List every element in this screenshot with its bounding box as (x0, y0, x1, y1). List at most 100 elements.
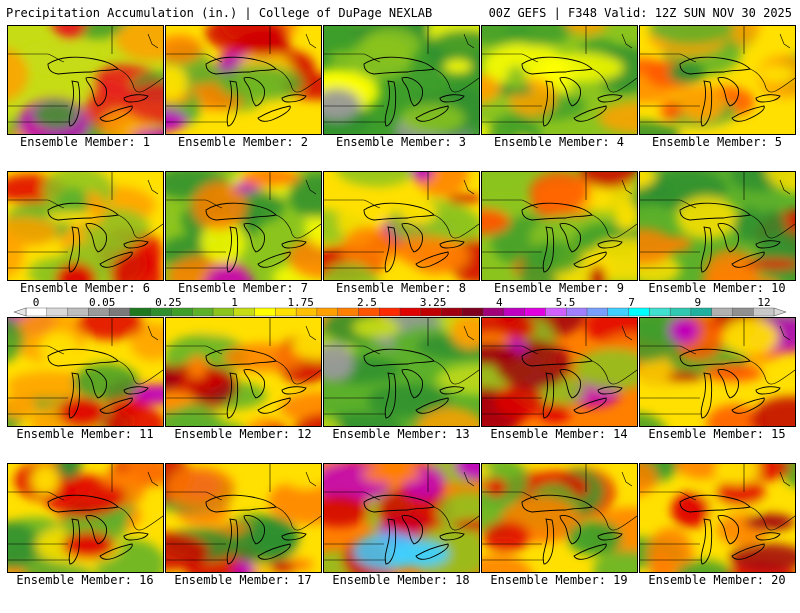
legend-swatch (358, 308, 379, 316)
ensemble-member-label: Ensemble Member: 6 (7, 281, 163, 295)
map-graphic (482, 464, 637, 572)
map-graphic (8, 172, 163, 280)
map-graphic (8, 318, 163, 426)
ensemble-panel: Ensemble Member: 20 (639, 463, 795, 613)
ensemble-member-label: Ensemble Member: 11 (7, 427, 163, 441)
legend-swatch (566, 308, 587, 316)
legend-swatch (712, 308, 733, 316)
ensemble-panel: Ensemble Member: 11 (7, 317, 163, 467)
legend-tick-label: 0.25 (155, 296, 182, 309)
precip-blob (745, 514, 795, 530)
precip-blob (399, 199, 436, 225)
legend-swatch (317, 308, 338, 316)
legend-tick-label: 4 (496, 296, 503, 309)
ensemble-panel: Ensemble Member: 19 (481, 463, 637, 613)
precip-blob (63, 532, 115, 559)
legend-swatch (732, 308, 753, 316)
ensemble-member-label: Ensemble Member: 20 (639, 573, 795, 587)
legend-swatch (400, 308, 421, 316)
map-graphic (640, 26, 795, 134)
ensemble-member-label: Ensemble Member: 3 (323, 135, 479, 149)
precip-blob (47, 212, 98, 223)
precipitation-map (481, 317, 638, 427)
legend-swatch (275, 308, 296, 316)
legend-swatch (255, 308, 276, 316)
map-graphic (324, 318, 479, 426)
legend-swatch (234, 308, 255, 316)
legend-swatch (587, 308, 608, 316)
precipitation-map (323, 25, 480, 135)
ensemble-panel: Ensemble Member: 14 (481, 317, 637, 467)
precip-blob (224, 343, 304, 372)
legend-swatch (26, 308, 47, 316)
ensemble-panel: Ensemble Member: 16 (7, 463, 163, 613)
precipitation-map (481, 463, 638, 573)
precip-blob (444, 60, 472, 73)
precipitation-map (7, 317, 164, 427)
precip-field (324, 464, 479, 572)
precip-blob (704, 365, 763, 382)
ensemble-member-label: Ensemble Member: 8 (323, 281, 479, 295)
precip-blob (482, 522, 530, 553)
legend-tick-label: 9 (694, 296, 701, 309)
legend-swatch (545, 308, 566, 316)
ensemble-member-label: Ensemble Member: 14 (481, 427, 637, 441)
legend-arrow-right (774, 308, 786, 316)
legend-arrow-left (14, 308, 26, 316)
ensemble-member-label: Ensemble Member: 1 (7, 135, 163, 149)
map-graphic (482, 172, 637, 280)
precipitation-map (639, 171, 796, 281)
legend-swatch (483, 308, 504, 316)
legend-tick-label: 0 (33, 296, 40, 309)
legend-swatch (296, 308, 317, 316)
map-graphic (640, 172, 795, 280)
precipitation-map (481, 171, 638, 281)
map-graphic (640, 464, 795, 572)
precip-blob (661, 102, 683, 119)
legend-tick-label: 1 (231, 296, 238, 309)
ensemble-panel: Ensemble Member: 1 (7, 25, 163, 175)
map-graphic (482, 26, 637, 134)
precipitation-map (323, 317, 480, 427)
precip-blob (33, 101, 78, 129)
precip-blob (668, 318, 699, 344)
precip-blob (188, 356, 207, 379)
legend-swatch (691, 308, 712, 316)
legend-swatch (670, 308, 691, 316)
precip-blob (495, 384, 544, 418)
map-graphic (482, 318, 637, 426)
precip-blob (486, 478, 506, 497)
precipitation-map (323, 171, 480, 281)
header-run-info: 00Z GEFS | F348 Valid: 12Z SUN NOV 30 20… (489, 6, 792, 20)
precip-blob (101, 472, 144, 487)
ensemble-member-label: Ensemble Member: 10 (639, 281, 795, 295)
legend-swatch (109, 308, 130, 316)
legend-swatch (171, 308, 192, 316)
legend-swatch (47, 308, 68, 316)
map-graphic (166, 172, 321, 280)
legend-tick-label: 12 (757, 296, 770, 309)
map-graphic (324, 172, 479, 280)
precip-blob (567, 520, 622, 555)
precip-blob (752, 199, 776, 212)
legend-swatch (629, 308, 650, 316)
ensemble-member-label: Ensemble Member: 17 (165, 573, 321, 587)
precipitation-map (165, 463, 322, 573)
ensemble-member-label: Ensemble Member: 18 (323, 573, 479, 587)
legend-swatch (504, 308, 525, 316)
legend-tick-label: 5.5 (556, 296, 576, 309)
precip-field (8, 464, 163, 572)
ensemble-member-label: Ensemble Member: 13 (323, 427, 479, 441)
precipitation-map (7, 25, 164, 135)
legend-tick-label: 2.5 (357, 296, 377, 309)
header-title: Precipitation Accumulation (in.) | Colle… (6, 6, 432, 20)
legend-swatch (649, 308, 670, 316)
ensemble-member-label: Ensemble Member: 12 (165, 427, 321, 441)
ensemble-panel: Ensemble Member: 3 (323, 25, 479, 175)
precip-blob (759, 66, 794, 83)
ensemble-panel: Ensemble Member: 17 (165, 463, 321, 613)
precipitation-map (165, 317, 322, 427)
ensemble-panel: Ensemble Member: 15 (639, 317, 795, 467)
map-graphic (166, 318, 321, 426)
